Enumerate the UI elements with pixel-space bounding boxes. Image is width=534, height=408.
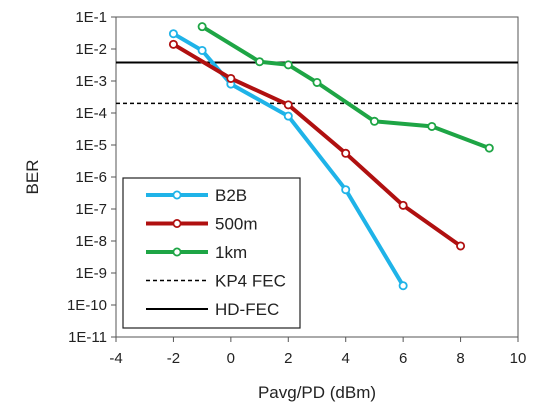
legend-label-kp4-fec: KP4 FEC — [215, 272, 286, 291]
x-axis-ticks: -4 -2 0 2 4 6 8 10 — [109, 337, 526, 367]
legend-marker-b2b — [172, 190, 182, 200]
y-tick-label: 1E-3 — [75, 73, 107, 90]
y-tick-label: 1E-8 — [75, 233, 107, 250]
x-tick-label: 4 — [342, 350, 350, 367]
data-point-b2b — [398, 281, 408, 291]
data-point-1km — [369, 116, 379, 126]
data-point-500m — [341, 148, 351, 158]
y-tick-label: 1E-7 — [75, 201, 107, 218]
x-tick-label: 6 — [399, 350, 407, 367]
legend: B2B 500m 1km KP4 FEC HD-FEC — [122, 177, 301, 329]
data-point-b2b — [197, 45, 207, 55]
x-tick-label: 0 — [227, 350, 235, 367]
x-tick-label: -2 — [167, 350, 180, 367]
data-point-b2b — [341, 185, 351, 195]
x-axis-label: Pavg/PD (dBm) — [258, 383, 376, 402]
data-point-1km — [197, 22, 207, 32]
data-point-500m — [398, 200, 408, 210]
data-point-b2b — [168, 29, 178, 39]
x-tick-label: 10 — [510, 350, 527, 367]
data-point-1km — [312, 77, 322, 87]
data-point-1km — [255, 57, 265, 67]
y-tick-label: 1E-2 — [75, 41, 107, 58]
data-point-500m — [456, 241, 466, 251]
legend-label-1km: 1km — [215, 243, 247, 262]
data-point-1km — [283, 60, 293, 70]
legend-label-500m: 500m — [215, 215, 258, 234]
y-tick-label: 1E-4 — [75, 105, 107, 122]
data-series — [168, 22, 494, 291]
y-tick-label: 1E-6 — [75, 169, 107, 186]
x-tick-label: -4 — [109, 350, 122, 367]
legend-marker-1km — [172, 247, 182, 257]
legend-label-b2b: B2B — [215, 186, 247, 205]
legend-marker-500m — [172, 218, 182, 228]
series-line-500m — [171, 42, 463, 248]
y-axis-label: BER — [23, 160, 42, 195]
legend-label-hd-fec: HD-FEC — [215, 300, 279, 319]
x-tick-label: 8 — [456, 350, 464, 367]
y-tick-label: 1E-10 — [67, 297, 107, 314]
data-point-1km — [427, 121, 437, 131]
data-point-500m — [226, 73, 236, 83]
threshold-lines — [116, 61, 518, 105]
data-point-1km — [484, 143, 494, 153]
y-tick-label: 1E-5 — [75, 137, 107, 154]
y-tick-label: 1E-1 — [75, 9, 107, 26]
series-line-1km — [200, 24, 492, 151]
data-point-b2b — [283, 111, 293, 121]
y-axis-ticks: 1E-1 1E-2 1E-3 1E-4 1E-5 1E-6 1E-7 1E-8 1E-9 1E-1… — [67, 9, 116, 346]
series-line-b2b — [171, 31, 406, 288]
data-point-500m — [168, 39, 178, 49]
y-tick-label: 1E-9 — [75, 265, 107, 282]
data-point-500m — [283, 100, 293, 110]
y-tick-label: 1E-11 — [68, 329, 107, 346]
x-tick-label: 2 — [284, 350, 292, 367]
